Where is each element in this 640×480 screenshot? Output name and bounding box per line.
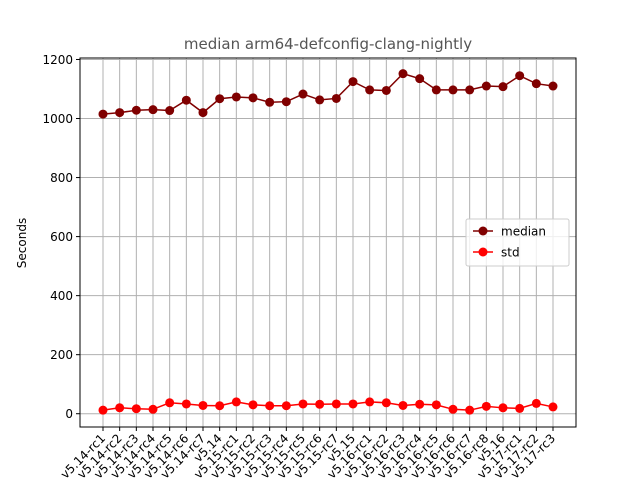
y-axis: 0 200 400 600 800 1000 1200 [42, 53, 80, 421]
data-point-median [165, 106, 175, 116]
data-point-median [281, 97, 291, 107]
data-point-median [231, 92, 241, 102]
data-point-median [181, 95, 191, 105]
data-point-std [265, 401, 275, 411]
data-point-std [165, 398, 175, 408]
data-point-median [248, 93, 258, 103]
chart-title: median arm64-defconfig-clang-nightly [184, 35, 472, 53]
y-tick-label: 1000 [42, 112, 73, 126]
data-point-median [498, 82, 508, 92]
data-point-std [431, 400, 441, 410]
legend-marker-std [478, 247, 488, 257]
plot-frame [79, 57, 577, 428]
y-tick-label: 400 [50, 289, 73, 303]
data-point-median [265, 97, 275, 107]
data-point-std [148, 404, 158, 414]
y-tick-label: 200 [50, 348, 73, 362]
data-point-median [98, 109, 108, 119]
series-layer [98, 69, 558, 415]
y-tick-label: 1200 [42, 53, 73, 67]
grid-layer [80, 58, 576, 427]
data-point-std [415, 399, 425, 409]
data-point-std [331, 399, 341, 409]
data-point-median [298, 89, 308, 99]
y-tick-label: 800 [50, 171, 73, 185]
legend-label-std: std [501, 246, 520, 260]
data-point-median [315, 95, 325, 105]
data-point-std [98, 405, 108, 415]
series-line-median [102, 72, 554, 115]
data-point-std [498, 403, 508, 413]
data-point-median [331, 93, 341, 103]
data-point-median [381, 85, 391, 95]
y-axis-label: Seconds [15, 218, 29, 268]
data-point-median [365, 85, 375, 95]
data-point-std [548, 402, 558, 412]
data-point-std [531, 398, 541, 408]
data-point-median [481, 81, 491, 91]
data-point-median [548, 81, 558, 91]
y-tick-label: 0 [65, 407, 73, 421]
data-point-median [198, 108, 208, 118]
data-point-median [431, 85, 441, 95]
data-point-std [315, 399, 325, 409]
data-point-median [215, 94, 225, 104]
data-point-median [448, 85, 458, 95]
data-point-median [348, 77, 358, 87]
legend: median std [465, 218, 570, 267]
data-point-std [381, 398, 391, 408]
data-point-median [515, 71, 525, 81]
data-point-std [231, 397, 241, 407]
data-point-median [131, 105, 141, 115]
data-point-median [398, 69, 408, 79]
data-point-median [531, 79, 541, 89]
series-line-std [102, 401, 554, 411]
legend-label-median: median [501, 225, 546, 239]
data-point-median [465, 85, 475, 95]
data-point-std [465, 405, 475, 415]
data-point-std [348, 399, 358, 409]
data-point-std [131, 404, 141, 414]
data-point-median [115, 108, 125, 118]
data-point-median [415, 74, 425, 84]
data-point-std [281, 401, 291, 411]
data-point-std [515, 403, 525, 413]
y-tick-label: 600 [50, 230, 73, 244]
data-point-std [181, 399, 191, 409]
data-point-std [481, 401, 491, 411]
data-point-std [365, 397, 375, 407]
x-axis: v5.14-rc1v5.14-rc2v5.14-rc3v5.14-rc4v5.1… [58, 427, 558, 480]
legend-marker-median [478, 226, 488, 236]
data-point-std [198, 400, 208, 410]
data-point-std [215, 401, 225, 411]
data-point-std [248, 400, 258, 410]
data-point-std [448, 404, 458, 414]
data-point-std [398, 400, 408, 410]
data-point-std [115, 403, 125, 413]
data-point-median [148, 105, 158, 115]
data-point-std [298, 399, 308, 409]
